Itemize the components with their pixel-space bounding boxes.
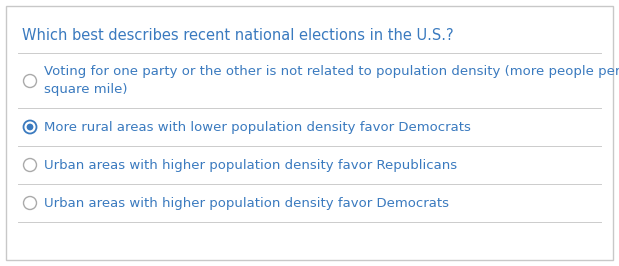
Text: Urban areas with higher population density favor Democrats: Urban areas with higher population densi… <box>44 197 449 210</box>
Circle shape <box>24 120 37 134</box>
Text: Urban areas with higher population density favor Republicans: Urban areas with higher population densi… <box>44 159 457 172</box>
Circle shape <box>24 74 37 88</box>
Text: Voting for one party or the other is not related to population density (more peo: Voting for one party or the other is not… <box>44 65 619 97</box>
Circle shape <box>24 197 37 210</box>
Text: More rural areas with lower population density favor Democrats: More rural areas with lower population d… <box>44 120 471 134</box>
Text: Which best describes recent national elections in the U.S.?: Which best describes recent national ele… <box>22 28 454 43</box>
Circle shape <box>27 124 33 130</box>
Circle shape <box>24 159 37 172</box>
